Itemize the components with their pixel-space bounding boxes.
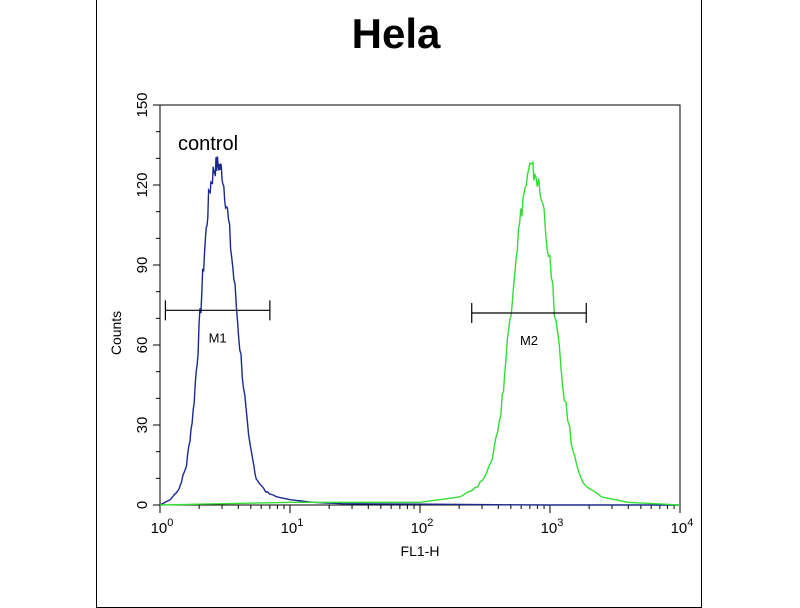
x-tick-label: 100 (151, 517, 174, 537)
x-tick-label: 101 (281, 517, 304, 537)
x-tick-exponent: 4 (687, 517, 693, 529)
y-tick-label: 0 (134, 501, 151, 509)
gate-marker-label: M2 (520, 333, 538, 348)
plot-border (159, 104, 681, 506)
y-tick-label: 60 (134, 337, 151, 354)
chart-title: Hela (352, 10, 441, 57)
x-axis-label: FL1-H (401, 543, 440, 559)
x-tick-base: 10 (281, 520, 298, 537)
chart-frame (96, 0, 702, 608)
x-tick-base: 10 (411, 520, 428, 537)
x-tick-label: 103 (541, 517, 564, 537)
series-line (159, 160, 681, 506)
x-tick-base: 10 (671, 520, 688, 537)
x-tick-label: 102 (411, 517, 434, 537)
x-tick-base: 10 (151, 520, 168, 537)
x-tick-exponent: 0 (167, 517, 173, 529)
y-axis-label: Counts (108, 311, 124, 355)
y-tick-label: 120 (134, 172, 151, 197)
y-tick-label: 30 (134, 417, 151, 434)
x-tick-exponent: 3 (557, 517, 563, 529)
x-tick-exponent: 2 (427, 517, 433, 529)
y-tick-label: 150 (134, 92, 151, 117)
x-tick-base: 10 (541, 520, 558, 537)
control-annotation: control (178, 133, 238, 155)
x-tick-label: 104 (671, 517, 694, 537)
y-tick-label: 90 (134, 257, 151, 274)
gate-marker-label: M1 (209, 330, 227, 345)
series-line (159, 156, 680, 506)
x-tick-exponent: 1 (297, 517, 303, 529)
